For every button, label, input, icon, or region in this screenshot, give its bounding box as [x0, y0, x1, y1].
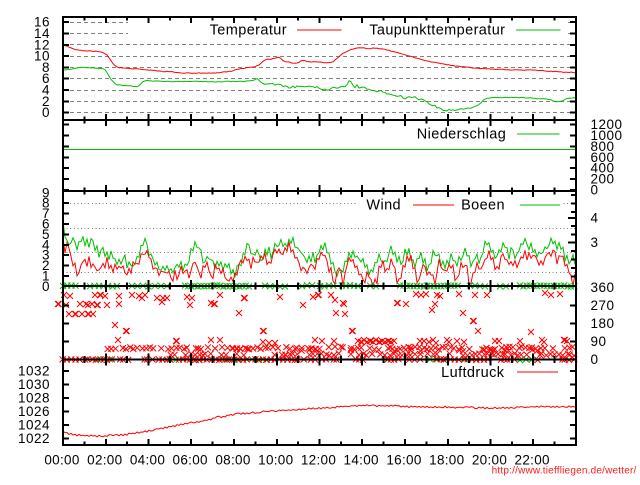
- svg-text:180: 180: [591, 316, 615, 331]
- svg-text:02:00: 02:00: [87, 453, 122, 468]
- svg-text:1: 1: [42, 269, 50, 284]
- svg-text:10: 10: [34, 49, 50, 64]
- svg-text:6: 6: [42, 217, 50, 232]
- svg-text:5: 5: [42, 227, 50, 242]
- svg-text:10:00: 10:00: [258, 453, 293, 468]
- svg-text:0: 0: [591, 352, 599, 367]
- svg-text:2: 2: [42, 258, 50, 273]
- svg-text:9: 9: [42, 185, 50, 200]
- svg-text:1026: 1026: [18, 404, 50, 419]
- svg-text:18:00: 18:00: [429, 453, 464, 468]
- svg-text:0: 0: [591, 183, 599, 198]
- svg-text:400: 400: [591, 161, 615, 176]
- svg-text:600: 600: [591, 150, 615, 165]
- svg-text:06:00: 06:00: [173, 453, 208, 468]
- svg-text:8: 8: [42, 60, 50, 75]
- svg-text:04:00: 04:00: [130, 453, 165, 468]
- svg-text:22:00: 22:00: [515, 453, 550, 468]
- svg-text:270: 270: [591, 298, 615, 313]
- svg-text:12:00: 12:00: [301, 453, 336, 468]
- svg-text:Temperatur: Temperatur: [210, 23, 287, 39]
- svg-text:1032: 1032: [18, 364, 50, 379]
- svg-text:1024: 1024: [18, 417, 50, 432]
- svg-text:800: 800: [591, 139, 615, 154]
- svg-text:16: 16: [34, 15, 50, 30]
- svg-text:7: 7: [42, 206, 50, 221]
- svg-text:8: 8: [42, 196, 50, 211]
- svg-text:12: 12: [34, 37, 50, 52]
- svg-text:Taupunkttemperatur: Taupunkttemperatur: [369, 23, 505, 39]
- svg-text:1028: 1028: [18, 390, 50, 405]
- svg-text:0: 0: [42, 105, 50, 120]
- svg-text:90: 90: [591, 334, 607, 349]
- svg-text:360: 360: [591, 280, 615, 295]
- svg-text:3: 3: [591, 235, 599, 250]
- svg-text:08:00: 08:00: [215, 453, 250, 468]
- svg-text:Boeen: Boeen: [461, 198, 505, 214]
- svg-text:1030: 1030: [18, 377, 50, 392]
- svg-text:Niederschlag: Niederschlag: [417, 126, 506, 142]
- svg-text:1022: 1022: [18, 431, 50, 446]
- svg-text:14:00: 14:00: [344, 453, 379, 468]
- svg-text:1000: 1000: [591, 128, 623, 143]
- svg-text:20:00: 20:00: [472, 453, 507, 468]
- svg-text:3: 3: [42, 248, 50, 263]
- svg-text:Luftdruck: Luftdruck: [441, 365, 505, 381]
- svg-text:0: 0: [42, 279, 50, 294]
- svg-text:4: 4: [42, 83, 50, 98]
- svg-text:2: 2: [42, 94, 50, 109]
- svg-text:200: 200: [591, 172, 615, 187]
- svg-text:00:00: 00:00: [44, 453, 79, 468]
- svg-text:16:00: 16:00: [386, 453, 421, 468]
- svg-text:http://www.tieffliegen.de/wett: http://www.tieffliegen.de/wetter/: [492, 466, 637, 477]
- svg-text:1200: 1200: [591, 117, 623, 132]
- svg-text:14: 14: [34, 26, 50, 41]
- svg-text:4: 4: [591, 210, 599, 225]
- svg-text:Wind: Wind: [366, 198, 401, 214]
- svg-text:6: 6: [42, 71, 50, 86]
- svg-text:4: 4: [42, 237, 50, 252]
